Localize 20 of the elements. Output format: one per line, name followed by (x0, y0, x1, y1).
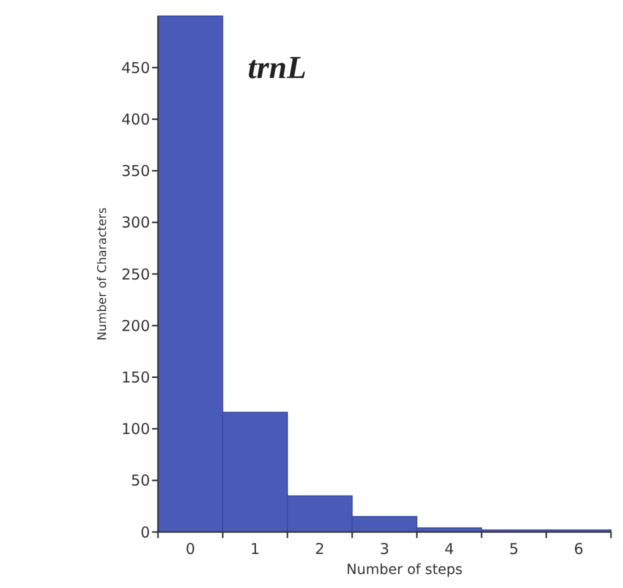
y-tick-label: 50 (130, 472, 150, 490)
x-tick-label: 1 (250, 540, 260, 558)
x-tick-label: 6 (574, 540, 584, 558)
y-tick-label: 450 (121, 58, 150, 77)
x-tick-label: 3 (380, 540, 390, 558)
x-tick-label: 0 (186, 540, 196, 558)
x-tick-label: 2 (315, 540, 325, 558)
y-tick-label: 400 (121, 110, 150, 128)
y-tick-label: 350 (121, 162, 150, 180)
x-axis-title: Number of steps (346, 562, 463, 578)
y-tick-label: 0 (140, 523, 150, 542)
y-tick-label: 100 (121, 420, 150, 438)
y-tick-label: 200 (121, 316, 150, 335)
x-tick-label: 4 (444, 540, 454, 558)
text: trnL (248, 48, 306, 85)
y-tick-label: 250 (121, 265, 150, 284)
y-axis-title: Number of Characters (95, 208, 109, 340)
y-tick-label: 150 (121, 368, 150, 386)
x-tick-label: 5 (509, 540, 519, 558)
y-tick-label: 300 (121, 214, 150, 232)
